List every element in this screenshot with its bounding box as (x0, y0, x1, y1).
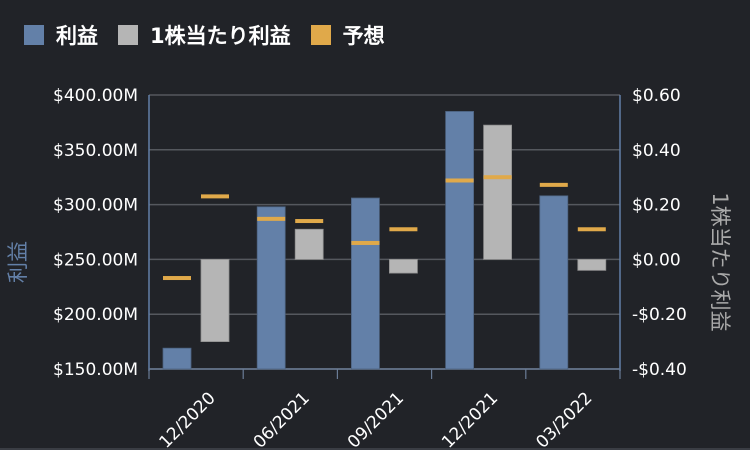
revenue-forecast-marker (445, 178, 474, 183)
right-tick-label: $0.00 (632, 250, 681, 270)
eps-bar (483, 124, 513, 260)
left-tick-label: $350.00M (53, 141, 138, 161)
legend: 利益 1株当たり利益 予想 (24, 20, 405, 50)
right-axis-title: 1株当たり利益 (708, 192, 732, 331)
revenue-bar (445, 111, 475, 370)
revenue-bar (539, 195, 569, 370)
legend-swatch-eps (118, 25, 138, 45)
eps-forecast-marker (295, 219, 324, 224)
left-tick-label: $200.00M (53, 305, 138, 325)
revenue-forecast-marker (351, 240, 380, 245)
x-tick-label: 03/2022 (532, 388, 596, 450)
right-tick-label: $0.20 (632, 196, 681, 216)
legend-label-revenue: 利益 (56, 24, 98, 48)
eps-bar (294, 228, 324, 260)
eps-forecast-marker (577, 227, 606, 232)
legend-swatch-revenue (24, 25, 44, 45)
right-tick-label: $0.40 (632, 141, 681, 161)
x-tick-label: 09/2021 (344, 388, 408, 450)
left-tick-label: $400.00M (53, 86, 138, 106)
x-tick-label: 12/2021 (438, 388, 502, 450)
revenue-bar (350, 197, 380, 370)
left-axis-title: 利益 (6, 241, 30, 283)
revenue-bar (256, 206, 286, 370)
eps-bar (388, 258, 418, 274)
eps-bar (200, 258, 230, 342)
legend-item-forecast[interactable]: 予想 (310, 20, 385, 50)
legend-label-forecast: 予想 (342, 24, 385, 48)
left-tick-label: $300.00M (53, 196, 138, 216)
eps-forecast-marker (201, 194, 229, 199)
left-tick-label: $250.00M (53, 250, 138, 270)
legend-item-revenue[interactable]: 利益 (24, 20, 98, 50)
x-tick-label: 06/2021 (250, 388, 314, 450)
right-tick-label: -$0.20 (632, 305, 687, 325)
revenue-bar (162, 347, 192, 370)
eps-bar (577, 258, 607, 271)
right-tick-label: -$0.40 (632, 360, 687, 380)
right-tick-label: $0.60 (632, 86, 681, 106)
legend-label-eps: 1株当たり利益 (150, 24, 291, 48)
revenue-forecast-marker (539, 182, 568, 187)
revenue-forecast-marker (257, 216, 286, 221)
eps-forecast-marker (389, 227, 418, 232)
left-tick-label: $150.00M (53, 360, 138, 380)
bottom-divider (0, 448, 750, 450)
revenue-forecast-marker (163, 276, 191, 281)
legend-item-eps[interactable]: 1株当たり利益 (118, 20, 291, 50)
legend-swatch-forecast (310, 25, 331, 45)
eps-forecast-marker (483, 175, 512, 180)
x-tick-label: 12/2020 (156, 388, 220, 450)
